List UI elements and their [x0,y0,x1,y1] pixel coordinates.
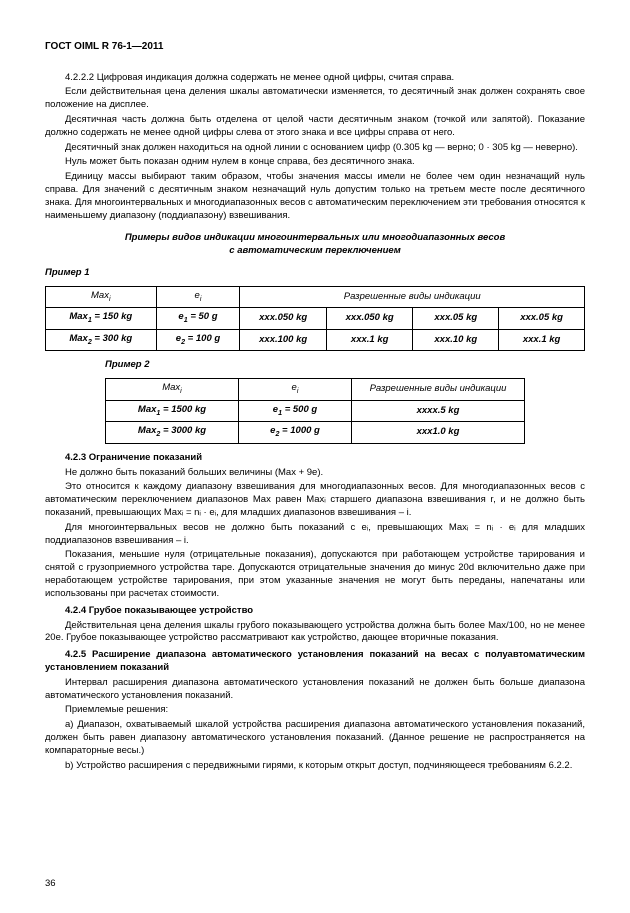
para: Не должно быть показаний больших величин… [45,467,585,480]
para: Единицу массы выбирают таким образом, чт… [45,171,585,222]
table-cell: e2 = 1000 g [239,422,352,444]
examples-title: Примеры видов индикации многоинтервальны… [45,232,585,257]
document-header: ГОСТ OIML R 76-1—2011 [45,40,585,54]
table-cell: xxx.05 kg [499,308,585,330]
table-example-2: Maxi ei Разрешенные виды индикации Max1 … [105,378,525,444]
table-cell: xxxx.5 kg [352,400,525,422]
table-cell: Max2 = 3000 kg [106,422,239,444]
example-2-label: Пример 2 [105,359,585,372]
table-cell: xxx.100 kg [240,329,327,351]
table-cell: xxx.050 kg [326,308,413,330]
col-header: Max [91,290,109,301]
para: a) Диапазон, охватываемый шкалой устройс… [45,719,585,757]
example-1-label: Пример 1 [45,267,585,280]
table-cell: xxx.1 kg [326,329,413,351]
table-cell: xxx1.0 kg [352,422,525,444]
section-4-2-4-title: 4.2.4 Грубое показывающее устройство [45,605,585,618]
section-4-2-3-title: 4.2.3 Ограничение показаний [45,452,585,465]
table-cell: e2 = 100 g [156,329,240,351]
table-cell: e1 = 50 g [156,308,240,330]
title-line: Примеры видов индикации многоинтервальны… [125,232,505,243]
para: Интервал расширения диапазона автоматиче… [45,677,585,703]
page-number: 36 [45,878,56,891]
table-example-1: Maxi ei Разрешенные виды индикации Max1 … [45,286,585,352]
title-line: с автоматическим переключением [229,245,400,256]
col-header: Max [162,382,180,393]
table-cell: xxx.050 kg [240,308,327,330]
para: Десятичная часть должна быть отделена от… [45,114,585,140]
table-cell: xxx.10 kg [413,329,499,351]
para: 4.2.2.2 Цифровая индикация должна содерж… [45,72,585,85]
table-cell: e1 = 500 g [239,400,352,422]
para: Если действительная цена деления шкалы а… [45,86,585,112]
para: b) Устройство расширения с передвижными … [45,760,585,773]
para: Приемлемые решения: [45,704,585,717]
table-cell: Max1 = 150 kg [46,308,157,330]
table-cell: Max2 = 300 kg [46,329,157,351]
para: Показания, меньшие нуля (отрицательные п… [45,549,585,600]
section-4-2-5-title: 4.2.5 Расширение диапазона автоматическо… [45,649,585,675]
col-header: Разрешенные виды индикации [240,286,585,308]
table-cell: xxx.1 kg [499,329,585,351]
table-cell: xxx.05 kg [413,308,499,330]
para: Нуль может быть показан одним нулем в ко… [45,156,585,169]
para: Это относится к каждому диапазону взвеши… [45,481,585,519]
para: Действительная цена деления шкалы грубог… [45,620,585,646]
col-header: Разрешенные виды индикации [352,379,525,401]
para: Десятичный знак должен находиться на одн… [45,142,585,155]
document-page: ГОСТ OIML R 76-1—2011 4.2.2.2 Цифровая и… [0,0,630,913]
para: Для многоинтервальных весов не должно бы… [45,522,585,548]
table-cell: Max1 = 1500 kg [106,400,239,422]
